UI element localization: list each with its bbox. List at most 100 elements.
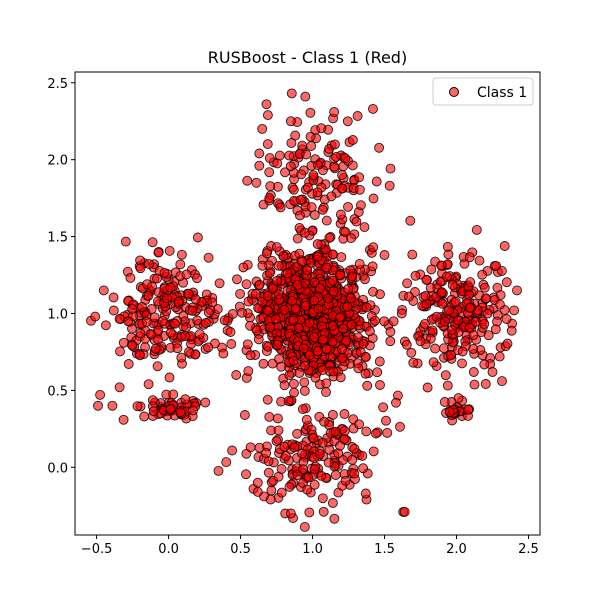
data-point [176,352,187,363]
data-point [464,322,475,333]
data-point [360,368,371,379]
data-point [312,346,323,357]
data-point [280,167,290,178]
data-point [442,241,453,252]
data-point [306,141,317,151]
data-point [98,285,109,296]
data-point [257,260,268,271]
x-tick-label: 0.5 [230,542,251,557]
data-point [337,353,348,364]
data-point [368,242,379,253]
data-point [264,193,275,204]
data-point [343,283,354,294]
data-point [252,477,263,488]
data-point [143,379,154,390]
data-point [203,252,214,263]
data-point [264,167,275,178]
data-point [480,379,491,389]
data-point [340,153,351,164]
data-point [214,278,225,289]
data-point [279,441,290,452]
data-point [402,278,413,289]
data-point [285,161,296,172]
data-point [219,315,230,326]
data-point [148,406,159,417]
data-point [338,323,349,334]
data-point [337,344,348,355]
data-point [354,184,365,195]
data-point [165,404,176,414]
x-tick-label: 1.5 [374,542,395,557]
data-point [301,149,312,160]
data-point [273,260,284,271]
data-point [203,342,214,353]
data-point [264,153,275,164]
data-point [312,160,323,171]
data-point [237,307,247,318]
data-point [168,389,179,400]
data-point [349,468,360,479]
data-point [170,318,180,329]
data-point [184,346,194,357]
data-point [252,486,263,497]
data-point [152,361,163,372]
data-point [288,184,299,195]
data-point [273,425,284,436]
data-point [273,289,284,300]
data-point [285,508,296,519]
data-point [297,256,308,267]
data-point [337,170,348,180]
data-point [358,463,369,474]
data-point [90,311,101,322]
legend-box [432,77,534,106]
data-point [464,289,474,300]
data-point [491,260,502,271]
data-point [439,397,450,407]
data-point [384,180,395,191]
data-point [303,472,314,483]
data-point [159,267,170,278]
data-point [495,299,505,310]
data-point [258,358,269,369]
data-point [354,172,365,183]
data-point [479,359,490,370]
legend-marker [449,87,459,97]
data-point [494,351,505,362]
data-point [235,288,246,299]
data-point [482,308,493,319]
data-point [284,150,295,161]
data-point [317,365,328,376]
data-point [141,316,152,327]
data-point [279,304,290,315]
data-point [152,273,162,284]
data-point [321,215,332,226]
data-point [271,436,282,446]
data-point [175,259,186,270]
data-point [321,387,331,398]
data-point [304,350,315,361]
data-point [354,258,365,269]
data-point [188,405,198,416]
data-point [218,348,229,359]
data-point [337,183,348,194]
data-point [422,382,433,393]
data-point [368,286,378,297]
data-point [292,470,303,481]
data-point [276,464,287,474]
data-point [330,470,341,480]
data-point [407,249,418,260]
data-point [506,325,517,336]
data-point [315,283,326,294]
data-point [354,419,365,430]
data-point [226,339,237,349]
data-point [221,457,232,468]
data-point [243,296,254,307]
y-tick-label: 0.0 [47,461,68,476]
data-point [405,215,416,226]
data-point [330,426,341,437]
data-point [490,324,501,335]
data-point [353,332,364,343]
plot-frame [74,71,541,536]
data-point [321,262,332,273]
data-point [261,248,272,259]
